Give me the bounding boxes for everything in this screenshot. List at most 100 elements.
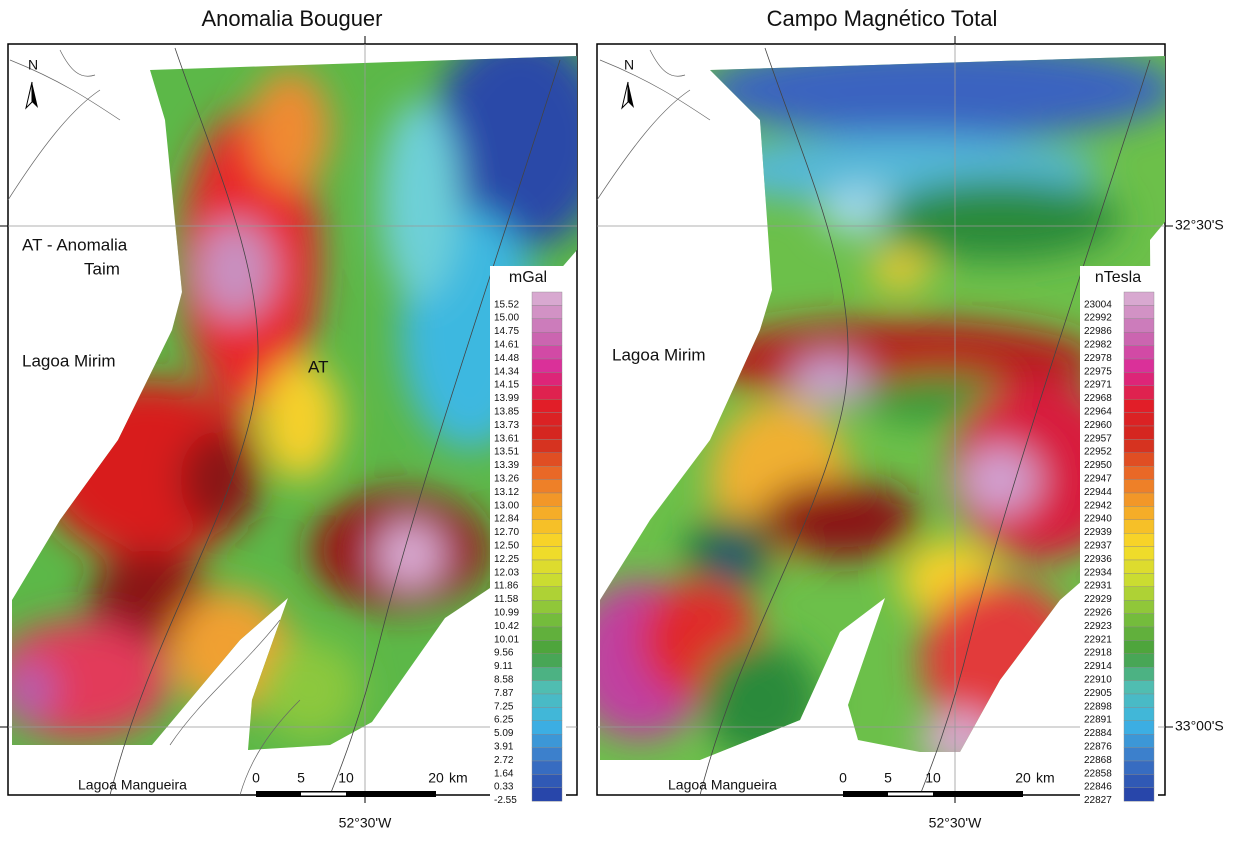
legend-value: 13.85 [494, 407, 519, 418]
legend-value: 12.03 [494, 567, 519, 578]
legend-swatch [1124, 734, 1154, 747]
legend-swatch [1124, 627, 1154, 640]
scale-label: 10 [338, 770, 354, 786]
legend-swatch [532, 721, 562, 734]
legend-swatch [1124, 533, 1154, 546]
legend-swatch [1124, 332, 1154, 345]
legend-value: 9.56 [494, 648, 514, 659]
legend-swatch [532, 560, 562, 573]
legend-value: 23004 [1084, 299, 1112, 310]
legend-value: 13.12 [494, 487, 519, 498]
scale-unit: km [1036, 770, 1055, 786]
legend-swatch [532, 694, 562, 707]
legend-value: 22992 [1084, 313, 1112, 324]
legend-swatch [1124, 748, 1154, 761]
panel-title: Campo Magnético Total [767, 6, 998, 31]
legend-value: 22968 [1084, 393, 1112, 404]
legend-swatch [532, 667, 562, 680]
legend-value: 10.01 [494, 634, 519, 645]
legend-swatch [532, 774, 562, 787]
legend-swatch [1124, 372, 1154, 385]
legend-value: 22918 [1084, 648, 1112, 659]
legend-value: 22905 [1084, 688, 1112, 699]
legend-value: 13.73 [494, 420, 519, 431]
latitude-label: 32°30'S [1175, 217, 1224, 233]
legend-value: 2.72 [494, 755, 514, 766]
legend-value: 22937 [1084, 541, 1112, 552]
legend-swatch [1124, 681, 1154, 694]
legend-swatch [532, 319, 562, 332]
legend-swatch [1124, 346, 1154, 359]
legend-value: 22929 [1084, 594, 1112, 605]
legend-value: 12.50 [494, 541, 519, 552]
legend-swatch [1124, 292, 1154, 305]
scale-label: 0 [839, 770, 847, 786]
legend-value: 14.34 [494, 366, 519, 377]
legend-swatch [1124, 506, 1154, 519]
legend-value: 22926 [1084, 608, 1112, 619]
legend-value: 13.61 [494, 433, 519, 444]
longitude-label: 52°30'W [929, 815, 982, 831]
legend-value: 10.42 [494, 621, 519, 632]
legend-value: 22846 [1084, 782, 1112, 793]
legend-value: 8.58 [494, 675, 514, 686]
legend-value: 22940 [1084, 514, 1112, 525]
legend-value: 22884 [1084, 728, 1112, 739]
legend-swatch [1124, 426, 1154, 439]
panel-title: Anomalia Bouguer [201, 6, 382, 31]
legend-swatch [1124, 721, 1154, 734]
legend-value: 22891 [1084, 715, 1112, 726]
legend-swatch [1124, 640, 1154, 653]
legend-swatch [1124, 439, 1154, 452]
legend-value: 7.25 [494, 701, 514, 712]
legend-value: 22939 [1084, 527, 1112, 538]
legend-value: 6.25 [494, 715, 514, 726]
legend-value: 12.70 [494, 527, 519, 538]
legend-value: 22960 [1084, 420, 1112, 431]
legend-value: -2.55 [494, 795, 517, 806]
legend-value: 13.26 [494, 474, 519, 485]
place-label: AT [308, 357, 328, 376]
legend-swatch [1124, 359, 1154, 372]
legend-value: 22952 [1084, 447, 1112, 458]
legend-swatch [532, 372, 562, 385]
legend-value: 5.09 [494, 728, 514, 739]
scale-label: 10 [925, 770, 941, 786]
legend-swatch [1124, 399, 1154, 412]
legend-swatch [1124, 707, 1154, 720]
place-label: Lagoa Mirim [612, 345, 706, 364]
legend-swatch [532, 547, 562, 560]
legend-value: 22982 [1084, 340, 1112, 351]
legend-swatch [1124, 319, 1154, 332]
north-label: N [624, 57, 634, 73]
legend-value: 13.39 [494, 460, 519, 471]
legend-swatch [1124, 480, 1154, 493]
legend-swatch [532, 480, 562, 493]
legend-swatch [532, 399, 562, 412]
legend-value: 3.91 [494, 742, 514, 753]
legend-swatch [532, 493, 562, 506]
legend-value: 22898 [1084, 701, 1112, 712]
place-label: Lagoa Mangueira [668, 777, 777, 793]
legend-value: 22934 [1084, 567, 1112, 578]
legend-swatch [532, 453, 562, 466]
legend-value: 14.15 [494, 380, 519, 391]
legend-swatch [532, 426, 562, 439]
legend-swatch [532, 707, 562, 720]
legend-value: 9.11 [494, 661, 513, 672]
legend-swatch [1124, 587, 1154, 600]
legend-unit: nTesla [1095, 269, 1141, 286]
legend-swatch [532, 359, 562, 372]
legend-swatch [1124, 761, 1154, 774]
legend-value: 22947 [1084, 474, 1112, 485]
legend-unit: mGal [509, 269, 547, 286]
legend-value: 22975 [1084, 366, 1112, 377]
scale-label: 0 [252, 770, 260, 786]
legend-value: 22931 [1084, 581, 1112, 592]
legend-swatch [1124, 305, 1154, 318]
scale-label: 20 [428, 770, 444, 786]
legend-swatch [532, 734, 562, 747]
legend-value: 12.84 [494, 514, 519, 525]
legend-value: 1.64 [494, 768, 514, 779]
scale-label: 5 [884, 770, 892, 786]
